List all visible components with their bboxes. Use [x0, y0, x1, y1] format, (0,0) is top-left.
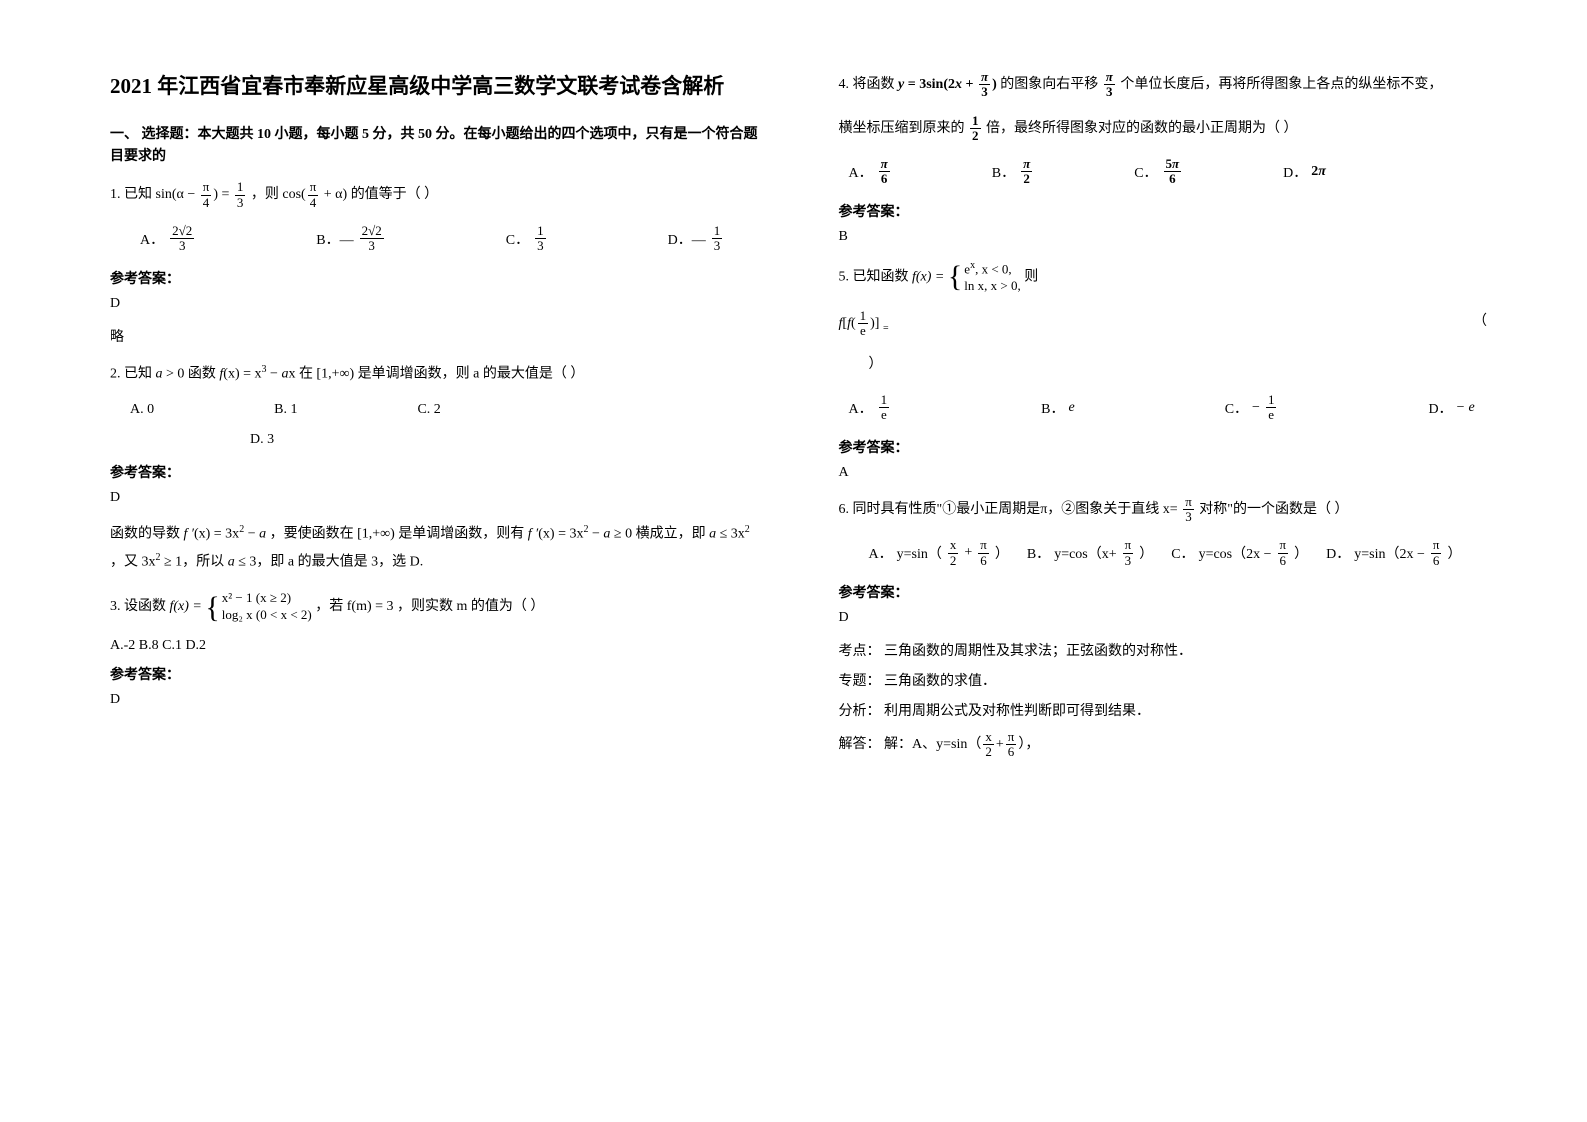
q2-opt-b: B. 1: [274, 402, 297, 418]
q1-short: 略: [110, 326, 759, 346]
q3-ref: 参考答案：: [110, 664, 759, 684]
q6-kaodian: 考点： 三角函数的周期性及其求法；正弦函数的对称性．: [839, 640, 1488, 660]
q1-suffix: 的值等于（ ）: [351, 187, 439, 202]
q1-prefix: 1. 已知: [110, 187, 152, 202]
q1-opt-b: B．—2√23: [316, 224, 385, 254]
q6-opt-a: A．y=sin（x2+π6）: [869, 538, 1009, 568]
q4-opt-a: A．π6: [849, 157, 892, 187]
q2-options: A. 0 B. 1 C. 2: [130, 402, 759, 418]
q5-case1: ex, x < 0,: [964, 259, 1020, 278]
q2-opt-c: C. 2: [417, 402, 440, 418]
q6-options: A．y=sin（x2+π6） B．y=cos（x+π3） C．y=cos（2x …: [869, 538, 1488, 568]
q6-zhuanti: 专题： 三角函数的求值．: [839, 670, 1488, 690]
q2-answer: D: [110, 490, 759, 506]
q3-answer: D: [110, 692, 759, 708]
document-title: 2021 年江西省宜春市奉新应星高级中学高三数学文联考试卷含解析: [110, 70, 759, 104]
q5-paren: ）: [869, 352, 1488, 379]
q1-expr: sin(α − π4) = 13: [156, 187, 248, 202]
q4-answer: B: [839, 229, 1488, 245]
q2-opt-d: D. 3: [250, 432, 274, 448]
q3-options: A.-2 B.8 C.1 D.2: [110, 638, 759, 654]
q4-opt-c: C．5π6: [1134, 157, 1183, 187]
q6-jieda: 解答： 解：A、y=sin（x2+π6），: [839, 730, 1488, 760]
q6-opt-c: C．y=cos（2x − π6）: [1171, 538, 1308, 568]
q2-options-2: D. 3: [250, 432, 759, 448]
q1-opt-d: D．—13: [668, 224, 725, 254]
question-3: 3. 设函数 f(x) = { x² − 1 (x ≥ 2) log₂ x (0…: [110, 590, 759, 624]
q5-ref: 参考答案：: [839, 437, 1488, 457]
q2-opt-a: A. 0: [130, 402, 154, 418]
q3-case1: x² − 1 (x ≥ 2): [222, 590, 312, 607]
q5-answer: A: [839, 465, 1488, 481]
q5-case2: ln x, x > 0,: [964, 278, 1020, 295]
q4-ref: 参考答案：: [839, 201, 1488, 221]
q4-options: A．π6 B．π2 C．5π6 D．2π: [849, 157, 1488, 187]
q1-mid: ，则: [251, 187, 279, 202]
section-heading: 一、 选择题：本大题共 10 小题，每小题 5 分，共 50 分。在每小题给出的…: [110, 124, 759, 169]
q5-expr: f[f(1e)] = （: [839, 309, 1488, 339]
q4-opt-d: D．2π: [1283, 162, 1326, 182]
q5-options: A．1e B．e C．−1e D．− e: [849, 393, 1488, 423]
question-4-line2: 横坐标压缩到原来的 12 倍，最终所得图象对应的函数的最小正周期为（ ）: [839, 114, 1488, 144]
q5-opt-a: A．1e: [849, 393, 892, 423]
q6-opt-d: D．y=sin（2x − π6）: [1326, 538, 1461, 568]
q1-expr2: cos(π4 + α): [282, 187, 347, 202]
q4-opt-b: B．π2: [992, 157, 1034, 187]
q6-fenxi: 分析： 利用周期公式及对称性判断即可得到结果．: [839, 700, 1488, 720]
q6-ref: 参考答案：: [839, 582, 1488, 602]
q2-ref: 参考答案：: [110, 462, 759, 482]
question-1: 1. 已知 sin(α − π4) = 13 ，则 cos(π4 + α) 的值…: [110, 180, 759, 210]
q5-opt-c: C．−1e: [1225, 393, 1279, 423]
q6-opt-b: B．y=cos（x+π3）: [1027, 538, 1153, 568]
q2-explanation: 函数的导数 f ′(x) = 3x2 − a ，要使函数在 [1,+∞) 是单调…: [110, 520, 759, 577]
q5-opt-d: D．− e: [1428, 398, 1474, 418]
question-4: 4. 将函数 y = 3sin(2x + π3) 的图象向右平移 π3 个单位长…: [839, 70, 1488, 100]
question-6: 6. 同时具有性质"①最小正周期是π，②图象关于直线 x= π3 对称"的一个函…: [839, 495, 1488, 525]
q6-answer: D: [839, 610, 1488, 626]
q1-opt-c: C．13: [506, 224, 548, 254]
question-5: 5. 已知函数 f(x) = { ex, x < 0, ln x, x > 0,…: [839, 259, 1488, 295]
question-2: 2. 已知 a > 0 函数 f(x) = x3 − ax 在 [1,+∞) 是…: [110, 360, 759, 388]
q1-answer: D: [110, 296, 759, 312]
q1-opt-a: A．2√23: [140, 224, 196, 254]
q1-ref: 参考答案：: [110, 268, 759, 288]
q3-case2: log₂ x (0 < x < 2): [222, 607, 312, 624]
q1-options: A．2√23 B．—2√23 C．13 D．—13: [140, 224, 759, 254]
q5-opt-b: B．e: [1041, 398, 1075, 418]
